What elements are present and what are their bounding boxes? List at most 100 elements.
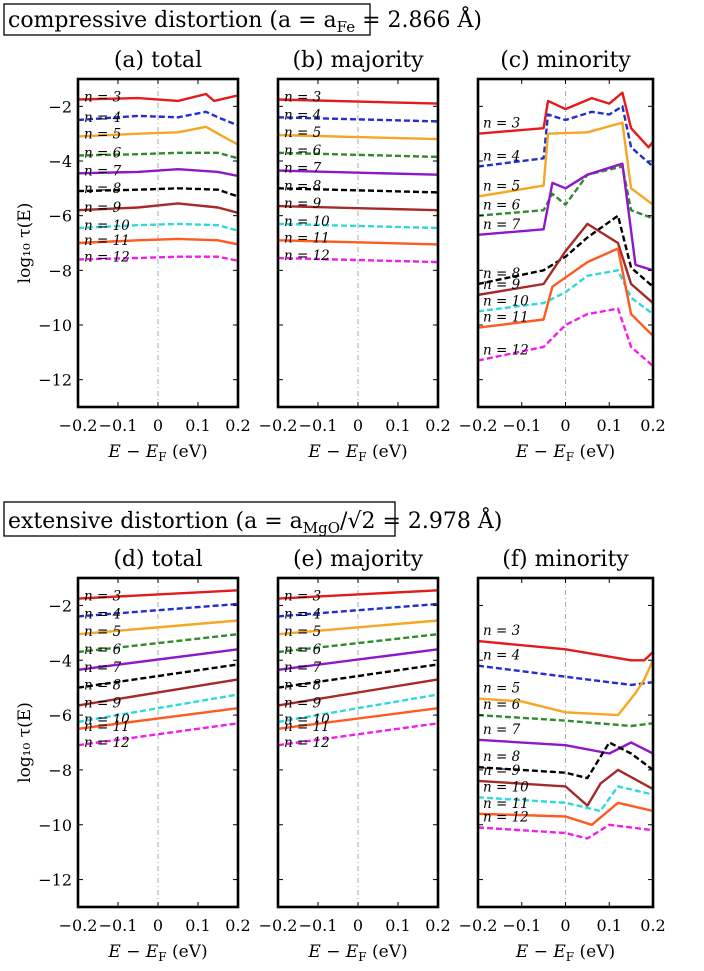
series-line-n11 [278,239,438,246]
series-label: n = 4 [284,107,321,123]
series-label: n = 11 [284,719,330,735]
series-line-n10 [278,693,438,724]
series-label: n = 7 [84,163,122,179]
x-tick-label: 0.2 [425,916,450,935]
series-label: n = 7 [84,660,122,676]
series-label: n = 8 [284,678,322,694]
panel-title: (e) majority [293,547,424,572]
series-line-n3 [78,589,238,600]
x-tick-label: 0 [153,416,163,435]
row-header-box [3,3,371,36]
x-tick-label: −0.2 [259,916,298,935]
series-line-n8 [478,741,653,780]
x-tick-label: 0.2 [425,416,450,435]
series-label: n = 5 [483,179,520,195]
series-line-n3 [278,589,438,600]
x-axis-label: E − EF (eV) [107,442,207,464]
y-tick-label: −4 [48,651,72,670]
x-tick-label: 0.2 [640,416,665,435]
x-tick-label: 0.1 [597,916,622,935]
series-line-n6 [478,165,653,220]
x-tick-label: −0.2 [59,916,98,935]
series-line-n11 [78,237,238,246]
series-label: n = 4 [84,606,121,622]
series-label: n = 5 [483,681,520,697]
y-tick-label: −2 [48,596,72,615]
series-line-n9 [78,678,238,707]
series-label: n = 7 [483,217,521,233]
x-tick-label: −0.1 [99,416,138,435]
y-tick-label: −2 [48,97,72,116]
series-label: n = 3 [284,90,321,106]
series-label: n = 4 [483,148,520,164]
series-label: n = 12 [483,809,529,825]
series-label: n = 11 [483,796,529,812]
panel-title: (f) minority [502,547,629,572]
series-line-n3 [78,92,238,103]
series-line-n4 [478,105,653,168]
series-label: n = 8 [84,181,122,197]
x-tick-label: −0.2 [459,416,498,435]
series-label: n = 10 [84,218,130,234]
series-label: n = 5 [284,624,321,640]
y-tick-label: −12 [38,371,72,390]
panel-1: (a) total n = 3 n = 4n = 5 n = 6n = 7 n = 8 n… [15,48,251,464]
series-line-n11 [478,801,653,826]
series-label: n = 10 [284,214,330,230]
series-label: n = 12 [284,248,330,264]
series-label: n = 5 [84,624,121,640]
panel-3: (c) minority n = 3 n = 4 n = 5 n = 6 n = 7 n =… [459,48,666,464]
x-tick-label: 0.1 [185,916,210,935]
series-line-n3 [478,91,653,149]
series-line-n7 [78,168,238,178]
series-line-n5 [78,619,238,636]
series-label: n = 11 [483,310,529,326]
x-tick-label: −0.2 [459,916,498,935]
series-label: n = 9 [483,763,521,779]
y-tick-label: −8 [48,261,72,280]
series-label: n = 8 [483,266,521,282]
y-axis-label: log₁₀ τ(E) [15,203,35,284]
x-tick-label: 0 [560,416,570,435]
series-label: n = 9 [284,196,322,212]
series-label: n = 6 [284,642,322,658]
series-label: n = 9 [483,277,521,293]
series-label: n = 4 [483,648,520,664]
series-label: n = 5 [84,126,121,142]
series-label: n = 11 [84,719,130,735]
x-tick-label: −0.1 [502,416,541,435]
row-header-box [3,501,396,537]
series-label: n = 6 [84,146,122,162]
y-tick-label: −6 [48,706,72,725]
x-tick-label: −0.1 [502,916,541,935]
series-line-n3 [478,639,653,662]
series-line-n11 [478,247,653,337]
series-line-n5 [478,121,653,206]
series-label: n = 9 [284,695,322,711]
series-label: n = 11 [84,233,130,249]
series-label: n = 3 [84,90,121,106]
series-label: n = 10 [483,293,529,309]
panel-title: (b) majority [292,48,424,73]
series-line-n12 [78,255,238,262]
series-line-n5 [278,133,438,141]
series-label: n = 4 [84,110,121,126]
x-tick-label: 0.2 [640,916,665,935]
series-line-n5 [78,125,238,146]
x-tick-label: 0.1 [185,416,210,435]
series-label: n = 4 [284,606,321,622]
x-tick-label: −0.1 [299,416,338,435]
panel-title: (d) total [113,547,202,572]
series-line-n9 [478,768,653,807]
series-line-n7 [78,648,238,671]
series-label: n = 8 [483,749,521,765]
series-line-n10 [78,693,238,724]
series-label: n = 3 [483,116,520,132]
y-tick-label: −8 [48,761,72,780]
series-line-n12 [478,823,653,840]
series-label: n = 10 [483,779,529,795]
series-label: n = 3 [84,589,121,605]
x-tick-label: 0 [353,916,363,935]
